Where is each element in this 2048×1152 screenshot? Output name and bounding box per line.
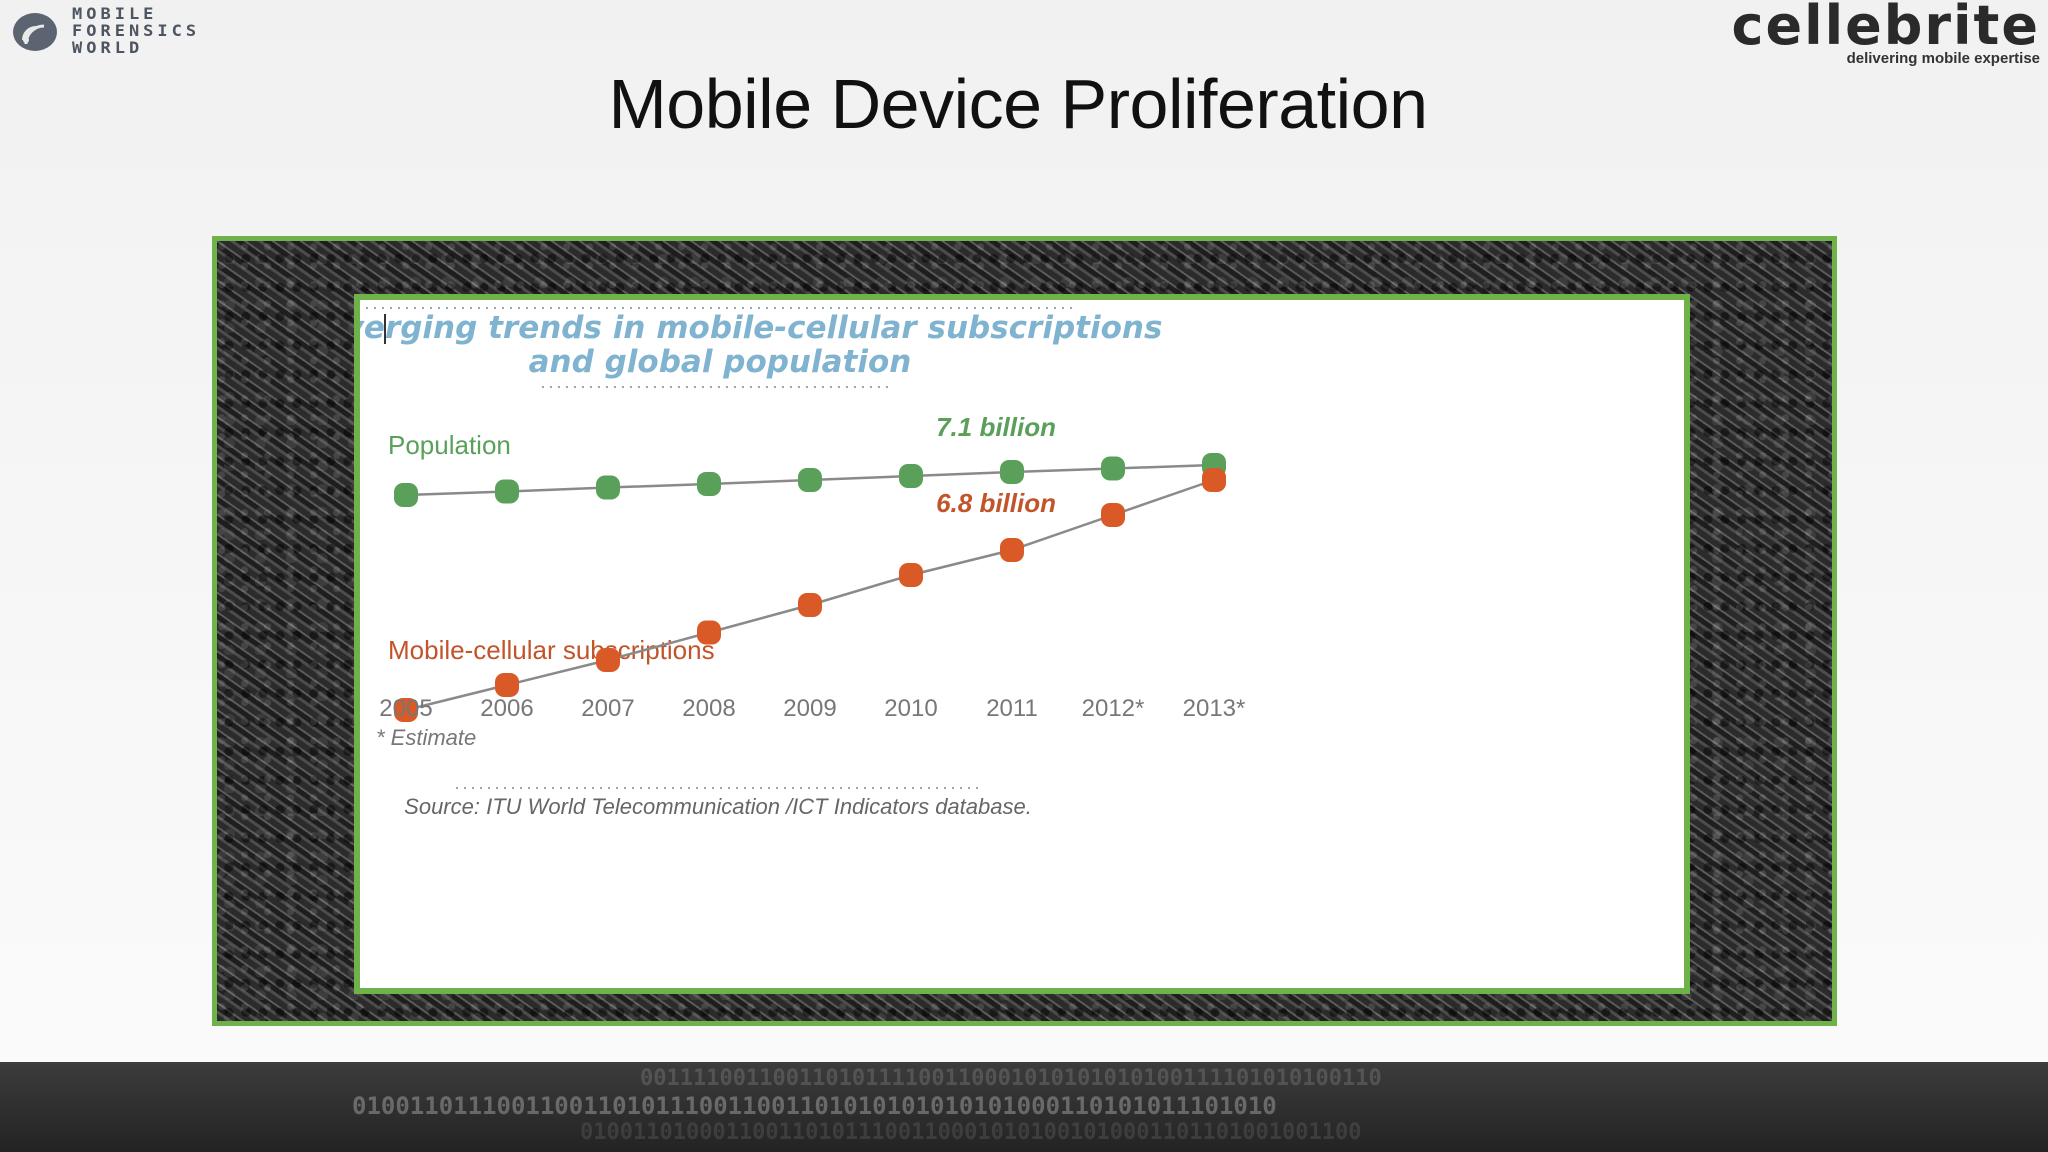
population-end-annotation: 7.1 billion [936,412,1056,442]
subscriptions-point-2010 [899,563,923,587]
page-title: Mobile Device Proliferation [608,65,1428,143]
population-point-2008 [697,472,721,496]
population-point-2006 [495,479,519,504]
population-point-2007 [596,475,620,500]
cellebrite-logo: cellebrite delivering mobile expertise [1731,0,2040,67]
chart-title-line-1: Converging trends in mobile-cellular sub… [360,310,1162,346]
source-note: Source: ITU World Telecommunication /ICT… [404,794,1032,819]
x-axis-ticks: 2005 2006 2007 2008 2009 2010 2011 2012* 2013* [379,695,1245,722]
x-tick-label: 2011 [986,695,1038,722]
cellebrite-wordmark: cellebrite [1731,0,2040,57]
logo-line-2: FORENSICS [72,21,201,41]
population-point-2011 [1000,460,1024,484]
population-point-2010 [899,464,923,488]
subscriptions-point-2009 [798,593,822,617]
x-tick-label: 2009 [783,695,836,722]
x-tick-label: 2012* [1082,695,1145,722]
x-tick-label: 2007 [581,695,634,722]
estimate-note: * Estimate [376,725,476,750]
subscriptions-point-2013 [1202,468,1226,492]
logo-text: MOBILE FORENSICS WORLD [72,6,200,57]
logo-line-3: WORLD [72,38,144,58]
plot-area [394,453,1226,722]
population-series-label: Population [388,430,511,460]
chart-card: Converging trends in mobile-cellular sub… [354,294,1690,994]
subscriptions-point-2008 [697,620,721,645]
signal-waves-icon [13,13,57,51]
binary-line-2: 0100110111001100110101110011001101010101… [352,1092,1277,1120]
subscriptions-point-2007 [596,648,620,672]
x-tick-label: 2008 [682,695,735,722]
subscriptions-series-label: Mobile-cellular subscriptions [388,635,715,665]
subscriptions-point-2012 [1101,503,1125,527]
footer-binary-band: 0011110011001101011110011000101010101010… [0,1062,2048,1152]
subscriptions-end-annotation: 6.8 billion [936,488,1056,518]
cellebrite-tagline: delivering mobile expertise [1846,50,2040,67]
subscriptions-point-2011 [1000,538,1024,562]
subscriptions-point-2006 [495,673,519,697]
x-tick-label: 2005 [379,695,432,722]
x-tick-label: 2006 [480,695,533,722]
binary-line-3: 0100110100011001101011100110001010100101… [580,1120,1362,1145]
logo-line-1: MOBILE [72,4,158,24]
binary-line-1: 0011110011001101011110011000101010101010… [640,1066,1382,1091]
x-tick-label: 2010 [884,695,937,722]
x-tick-label: 2013* [1183,695,1246,722]
population-point-2012 [1101,456,1125,481]
subscriptions-point-2005 [394,698,418,722]
mobile-forensics-world-logo: MOBILE FORENSICS WORLD [10,4,330,60]
line-chart: Converging trends in mobile-cellular sub… [360,307,1245,819]
population-point-2005 [394,483,418,507]
population-point-2009 [798,468,822,492]
chart-title-line-2: and global population [529,344,912,380]
phones-background-photo: Converging trends in mobile-cellular sub… [212,236,1837,1026]
